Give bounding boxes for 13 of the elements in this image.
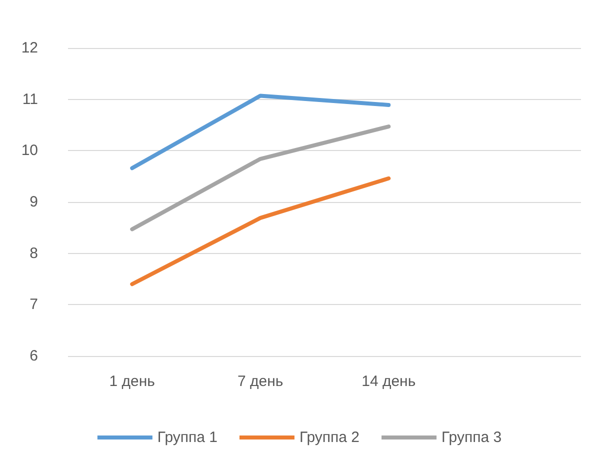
y-tick-label: 7 [30, 296, 38, 314]
y-tick-label: 12 [21, 40, 38, 56]
legend-label: Группа 1 [157, 429, 218, 446]
x-tick-label: 7 день [238, 373, 284, 390]
y-tick-label: 10 [21, 142, 38, 160]
y-tick-label: 9 [30, 194, 38, 210]
x-tick-label: 1 день [109, 373, 156, 390]
legend-label: Группа 2 [299, 429, 360, 446]
y-tick-label: 6 [30, 348, 38, 364]
y-tick-label: 11 [22, 90, 38, 108]
y-tick-label: 8 [30, 244, 38, 262]
x-tick-label: 14 день [362, 373, 416, 390]
legend-label: Группа 3 [442, 429, 502, 446]
